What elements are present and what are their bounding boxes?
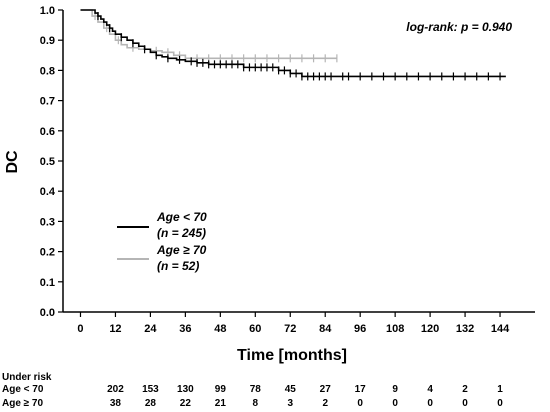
risk-value: 38: [110, 398, 122, 409]
y-tick-label: 0.7: [40, 96, 55, 108]
risk-value: 28: [145, 398, 157, 409]
x-tick-label: 96: [354, 323, 366, 335]
legend-label-age-lt-70: Age < 70: [156, 210, 207, 224]
risk-value: 153: [142, 384, 159, 395]
legend-count-age-ge-70: (n = 52): [157, 259, 199, 273]
risk-value: 8: [253, 398, 259, 409]
risk-value: 9: [392, 384, 398, 395]
risk-value: 2: [462, 384, 468, 395]
y-tick-label: 0.9: [40, 35, 55, 47]
risk-value: 130: [177, 384, 194, 395]
y-tick-label: 0.5: [40, 156, 55, 168]
risk-value: 0: [462, 398, 468, 409]
log-rank-annotation: log-rank: p = 0.940: [406, 20, 512, 34]
risk-value: 78: [250, 384, 262, 395]
risk-table: Under risk Age < 70 Age ≥ 70 202 153 130 99…: [2, 372, 503, 409]
x-tick-label: 84: [319, 323, 332, 335]
risk-values: 202 153 130 99 78 45 27 17 9 4 2 138 28 22 21 8 3 2 0 0 0 0 0: [107, 384, 503, 409]
x-tick-label: 144: [491, 323, 510, 335]
risk-row-label-1: Age ≥ 70: [2, 398, 43, 409]
risk-value: 27: [320, 384, 332, 395]
x-tick-label: 60: [249, 323, 261, 335]
axes-group: 0.0 0.1 0.2 0.3 0.4 0.5 0.6 0.7 0.8 0.9 1.0 0 12 24 3…: [40, 5, 535, 335]
risk-value: 21: [215, 398, 227, 409]
y-tick-label: 0.8: [40, 65, 55, 77]
x-tick-label: 48: [214, 323, 226, 335]
risk-value: 0: [392, 398, 398, 409]
x-axis-label: Time [months]: [237, 347, 347, 364]
risk-value: 99: [215, 384, 227, 395]
y-ticks: 0.0 0.1 0.2 0.3 0.4 0.5 0.6 0.7 0.8 0.9 1.0: [40, 5, 63, 319]
x-tick-label: 0: [77, 323, 83, 335]
risk-value: 0: [497, 398, 503, 409]
risk-value: 3: [287, 398, 293, 409]
legend-count-age-lt-70: (n = 245): [157, 226, 206, 240]
y-tick-label: 0.2: [40, 247, 55, 259]
risk-row-label-0: Age < 70: [2, 384, 44, 395]
risk-value: 2: [322, 398, 328, 409]
x-tick-label: 108: [386, 323, 404, 335]
y-tick-label: 0.1: [40, 277, 55, 289]
legend-label-age-ge-70: Age ≥ 70: [156, 243, 207, 257]
risk-value: 202: [107, 384, 124, 395]
risk-value: 17: [355, 384, 367, 395]
y-tick-label: 0.4: [40, 186, 56, 198]
x-tick-label: 36: [179, 323, 191, 335]
legend: Age < 70 (n = 245) Age ≥ 70 (n = 52): [117, 210, 207, 273]
risk-value: 4: [427, 384, 433, 395]
risk-value: 22: [180, 398, 192, 409]
x-tick-label: 132: [456, 323, 474, 335]
x-ticks: 0 12 24 36 48 60 72 84 96 108 120 132 144: [77, 312, 510, 335]
risk-value: 1: [497, 384, 503, 395]
risk-value: 45: [285, 384, 297, 395]
y-tick-label: 0.3: [40, 216, 55, 228]
y-tick-label: 0.6: [40, 126, 55, 138]
x-tick-label: 12: [109, 323, 121, 335]
survival-curves: [80, 9, 506, 81]
y-tick-label: 0.0: [40, 307, 55, 319]
risk-value: 0: [357, 398, 363, 409]
y-tick-label: 1.0: [40, 5, 55, 17]
x-tick-label: 72: [284, 323, 296, 335]
risk-value: 0: [427, 398, 433, 409]
y-axis-label: DC: [4, 150, 21, 174]
risk-table-header: Under risk: [2, 372, 52, 383]
x-tick-label: 24: [144, 323, 157, 335]
x-tick-label: 120: [421, 323, 439, 335]
